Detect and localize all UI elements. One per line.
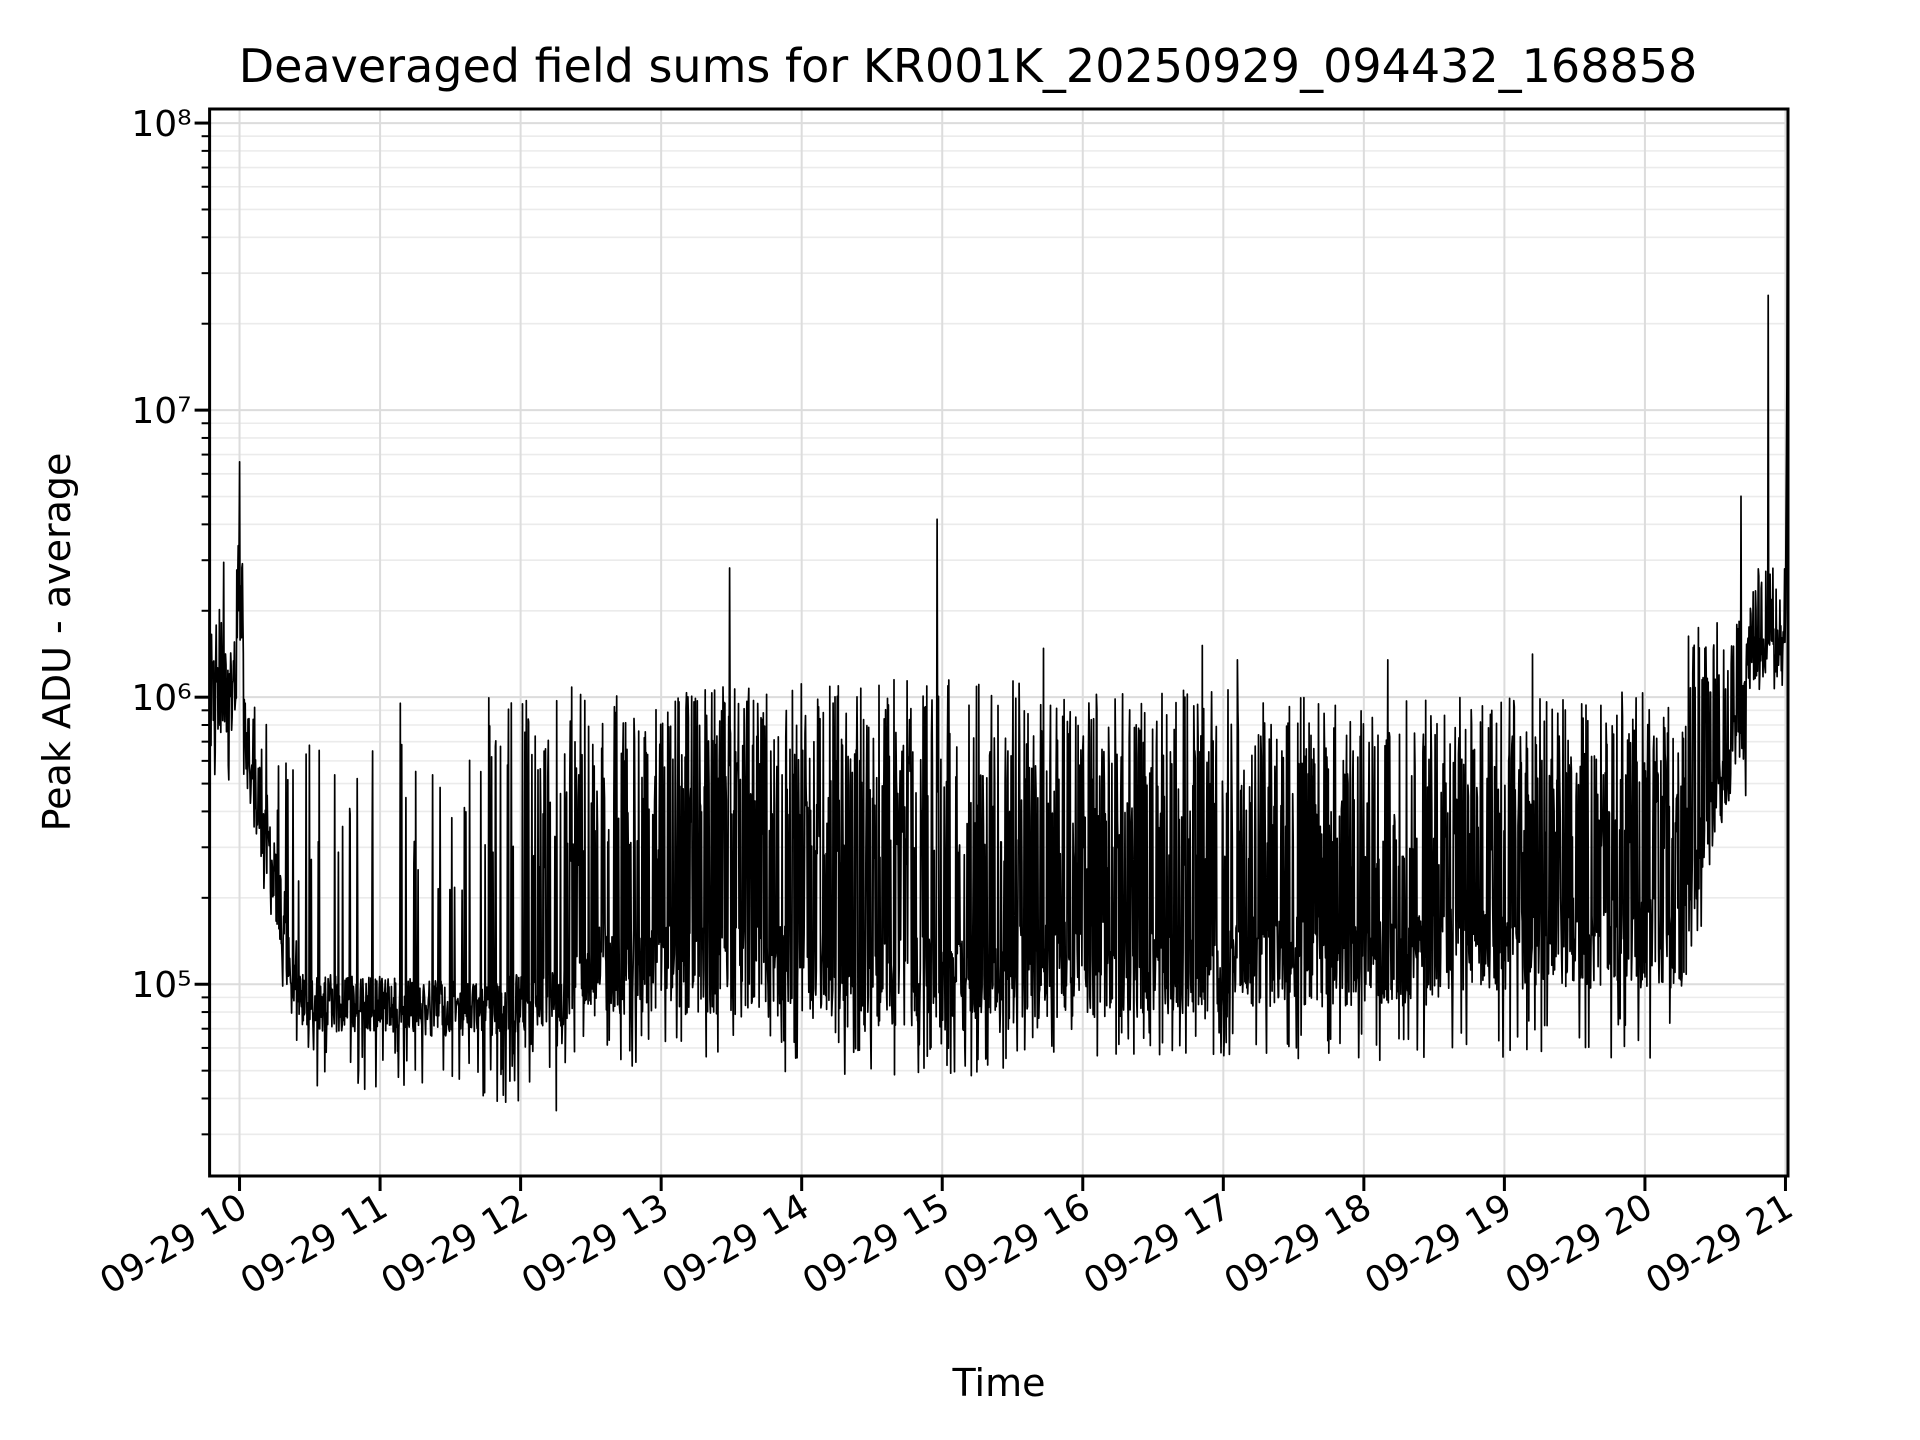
x-axis-label: Time [952, 1361, 1046, 1405]
x-tick-label: 09-29 12 [374, 1186, 535, 1302]
x-tick-label: 09-29 15 [796, 1186, 957, 1302]
x-tick-label: 09-29 17 [1077, 1186, 1238, 1302]
y-tick-label: 10⁷ [131, 391, 191, 432]
plot-frame [208, 107, 1790, 1178]
y-axis-label: Peak ADU - average [35, 453, 79, 832]
y-tick-labels: 10⁸ 10⁷ 10⁶ 10⁵ [131, 104, 191, 1006]
x-tick-label: 09-29 13 [515, 1186, 676, 1302]
chart-title: Deaveraged field sums for KR001K_2025092… [239, 39, 1698, 93]
y-tick-label: 10⁶ [131, 678, 191, 719]
x-tick-label: 09-29 11 [234, 1186, 395, 1302]
x-tick-label: 09-29 16 [937, 1186, 1098, 1302]
data-series-line [208, 150, 1789, 1112]
x-tick-label: 09-29 21 [1639, 1186, 1800, 1302]
tick-marks [194, 121, 1787, 1191]
x-tick-label: 09-29 18 [1218, 1186, 1379, 1302]
x-tick-label: 09-29 19 [1358, 1186, 1519, 1302]
y-tick-label: 10⁸ [131, 104, 191, 145]
x-tick-label: 09-29 20 [1499, 1186, 1660, 1302]
x-tick-label: 09-29 14 [656, 1186, 817, 1302]
y-tick-label: 10⁵ [131, 965, 191, 1006]
x-tick-label: 09-29 10 [93, 1186, 254, 1302]
